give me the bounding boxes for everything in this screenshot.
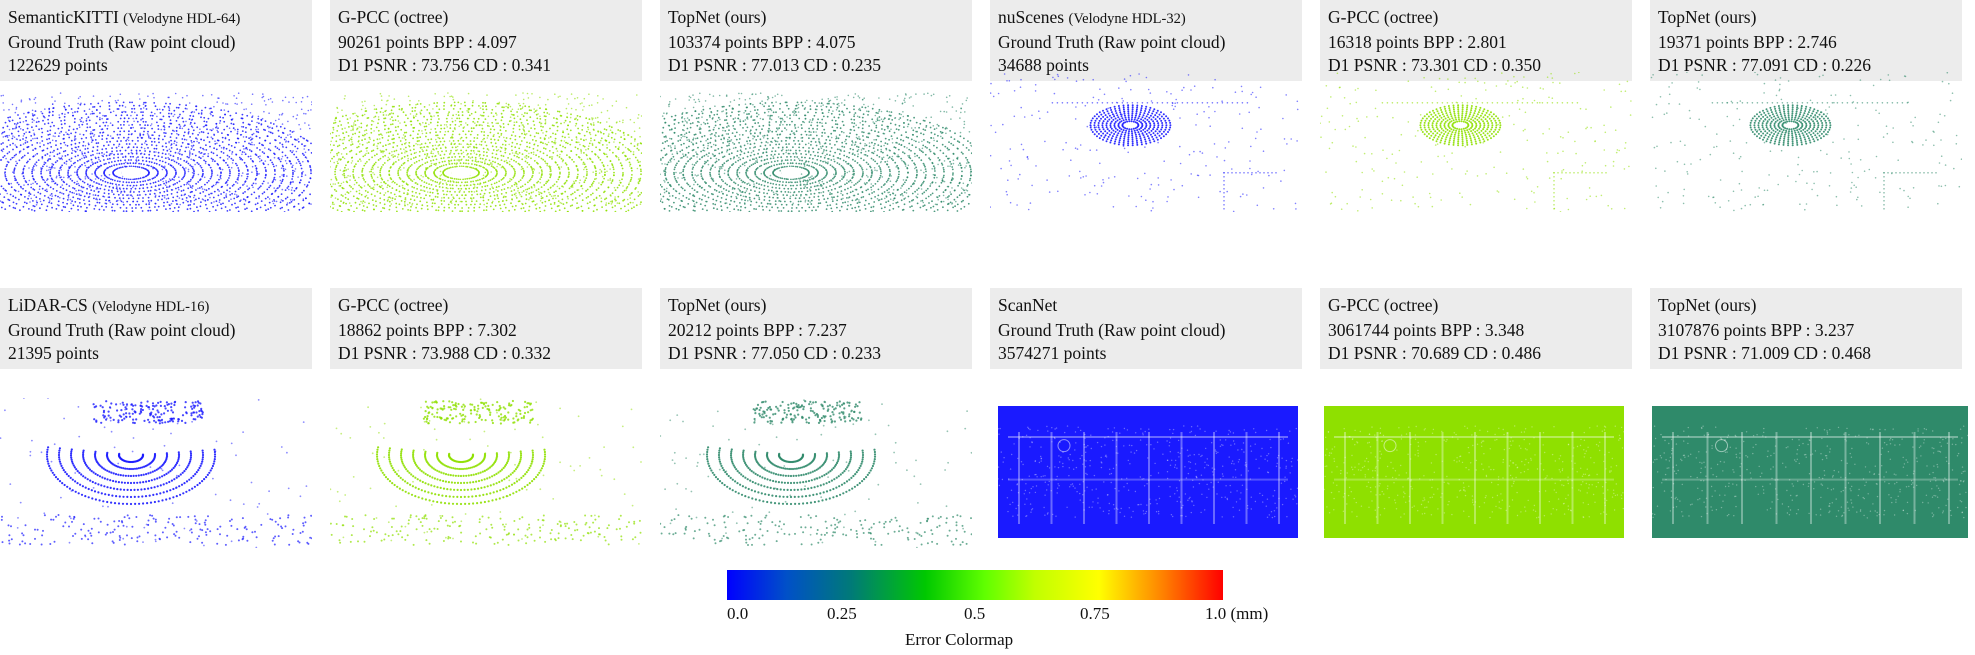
panel-scannet-gt: ScanNet Ground Truth (Raw point cloud) 3… (990, 288, 1302, 553)
panel-caption: nuScenes (Velodyne HDL-32) Ground Truth … (990, 0, 1302, 81)
caption-line-3: 122629 points (8, 55, 108, 75)
panel-caption: TopNet (ours) 3107876 points BPP : 3.237… (1650, 288, 1962, 369)
dataset-label: G-PCC (octree) (338, 7, 449, 27)
dataset-label: nuScenes (998, 7, 1065, 27)
caption-line-2: 103374 points BPP : 4.075 (668, 32, 856, 52)
panel-caption: SemanticKITTI (Velodyne HDL-64) Ground T… (0, 0, 312, 81)
caption-line-2: 19371 points BPP : 2.746 (1658, 32, 1837, 52)
colorbar-gradient (727, 570, 1223, 600)
dataset-label: TopNet (ours) (668, 295, 767, 315)
caption-line-3: D1 PSNR : 73.756 CD : 0.341 (338, 55, 551, 75)
caption-line-3: D1 PSNR : 73.988 CD : 0.332 (338, 343, 551, 363)
point-cloud-rings (0, 398, 312, 548)
point-cloud-rings (660, 399, 972, 548)
panel-caption: G-PCC (octree) 16318 points BPP : 2.801 … (1320, 0, 1632, 81)
caption-line-3: D1 PSNR : 71.009 CD : 0.468 (1658, 343, 1871, 363)
caption-line-2: 20212 points BPP : 7.237 (668, 320, 847, 340)
dataset-label: TopNet (ours) (668, 7, 767, 27)
panel-nuscenes-gt: nuScenes (Velodyne HDL-32) Ground Truth … (990, 0, 1302, 215)
point-cloud-outdoor (660, 92, 972, 212)
sensor-label: (Velodyne HDL-64) (123, 11, 241, 27)
sensor-label: (Velodyne HDL-32) (1068, 11, 1186, 27)
colorbar-tick: 1.0 (mm) (1205, 604, 1269, 623)
point-cloud-indoor (1324, 406, 1624, 538)
caption-line-3: D1 PSNR : 77.013 CD : 0.235 (668, 55, 881, 75)
panel-scannet-topnet: TopNet (ours) 3107876 points BPP : 3.237… (1650, 288, 1968, 553)
caption-line-3: 21395 points (8, 343, 99, 363)
point-cloud-sparse (1320, 72, 1632, 212)
caption-line-2: 18862 points BPP : 7.302 (338, 320, 517, 340)
point-cloud-indoor (998, 406, 1298, 538)
colorbar-tick: 0.25 (827, 604, 857, 623)
panel-semantickitti-gt: SemanticKITTI (Velodyne HDL-64) Ground T… (0, 0, 312, 215)
caption-line-2: Ground Truth (Raw point cloud) (998, 32, 1226, 52)
caption-line-2: Ground Truth (Raw point cloud) (8, 320, 236, 340)
caption-line-2: 16318 points BPP : 2.801 (1328, 32, 1507, 52)
panel-caption: TopNet (ours) 19371 points BPP : 2.746 D… (1650, 0, 1962, 81)
panel-caption: LiDAR-CS (Velodyne HDL-16) Ground Truth … (0, 288, 312, 369)
point-cloud-outdoor (330, 92, 642, 212)
panel-nuscenes-gpcc: G-PCC (octree) 16318 points BPP : 2.801 … (1320, 0, 1632, 215)
panel-lidarcs-gt: LiDAR-CS (Velodyne HDL-16) Ground Truth … (0, 288, 312, 553)
panel-caption: G-PCC (octree) 3061744 points BPP : 3.34… (1320, 288, 1632, 369)
caption-line-2: Ground Truth (Raw point cloud) (998, 320, 1226, 340)
caption-line-3: D1 PSNR : 70.689 CD : 0.486 (1328, 343, 1541, 363)
panel-caption: G-PCC (octree) 90261 points BPP : 4.097 … (330, 0, 642, 81)
dataset-label: LiDAR-CS (8, 295, 88, 315)
caption-line-3: D1 PSNR : 73.301 CD : 0.350 (1328, 55, 1541, 75)
panel-semantickitti-topnet: TopNet (ours) 103374 points BPP : 4.075 … (660, 0, 972, 215)
panel-lidarcs-topnet: TopNet (ours) 20212 points BPP : 7.237 D… (660, 288, 972, 553)
panel-caption: ScanNet Ground Truth (Raw point cloud) 3… (990, 288, 1302, 369)
colorbar-title: Error Colormap (905, 630, 1014, 649)
caption-line-3: D1 PSNR : 77.091 CD : 0.226 (1658, 55, 1871, 75)
point-cloud-indoor (1652, 406, 1968, 538)
caption-line-2: Ground Truth (Raw point cloud) (8, 32, 236, 52)
dataset-label: TopNet (ours) (1658, 295, 1757, 315)
colorbar-tick: 0.75 (1080, 604, 1110, 623)
dataset-label: SemanticKITTI (8, 7, 119, 27)
panel-caption: G-PCC (octree) 18862 points BPP : 7.302 … (330, 288, 642, 369)
colorbar-tick: 0.5 (964, 604, 986, 623)
sensor-label: (Velodyne HDL-16) (92, 299, 210, 315)
point-cloud-rings (330, 398, 642, 546)
dataset-label: G-PCC (octree) (1328, 7, 1439, 27)
caption-line-2: 3061744 points BPP : 3.348 (1328, 320, 1525, 340)
panel-semantickitti-gpcc: G-PCC (octree) 90261 points BPP : 4.097 … (330, 0, 642, 215)
dataset-label: G-PCC (octree) (1328, 295, 1439, 315)
point-cloud-outdoor (0, 92, 312, 212)
caption-line-3: 34688 points (998, 55, 1089, 75)
panel-caption: TopNet (ours) 20212 points BPP : 7.237 D… (660, 288, 972, 369)
dataset-label: ScanNet (998, 295, 1058, 315)
dataset-label: G-PCC (octree) (338, 295, 449, 315)
caption-line-2: 90261 points BPP : 4.097 (338, 32, 517, 52)
caption-line-3: 3574271 points (998, 343, 1107, 363)
panel-lidarcs-gpcc: G-PCC (octree) 18862 points BPP : 7.302 … (330, 288, 642, 553)
dataset-label: TopNet (ours) (1658, 7, 1757, 27)
panel-scannet-gpcc: G-PCC (octree) 3061744 points BPP : 3.34… (1320, 288, 1632, 553)
caption-line-2: 3107876 points BPP : 3.237 (1658, 320, 1855, 340)
point-cloud-sparse (990, 73, 1299, 212)
panel-nuscenes-topnet: TopNet (ours) 19371 points BPP : 2.746 D… (1650, 0, 1962, 215)
point-cloud-sparse (1650, 72, 1962, 212)
caption-line-3: D1 PSNR : 77.050 CD : 0.233 (668, 343, 881, 363)
panel-caption: TopNet (ours) 103374 points BPP : 4.075 … (660, 0, 972, 81)
colorbar-tick: 0.0 (727, 604, 749, 623)
error-colorbar: 0.0 0.25 0.5 0.75 1.0 (mm) Error Colorma… (727, 570, 1268, 650)
